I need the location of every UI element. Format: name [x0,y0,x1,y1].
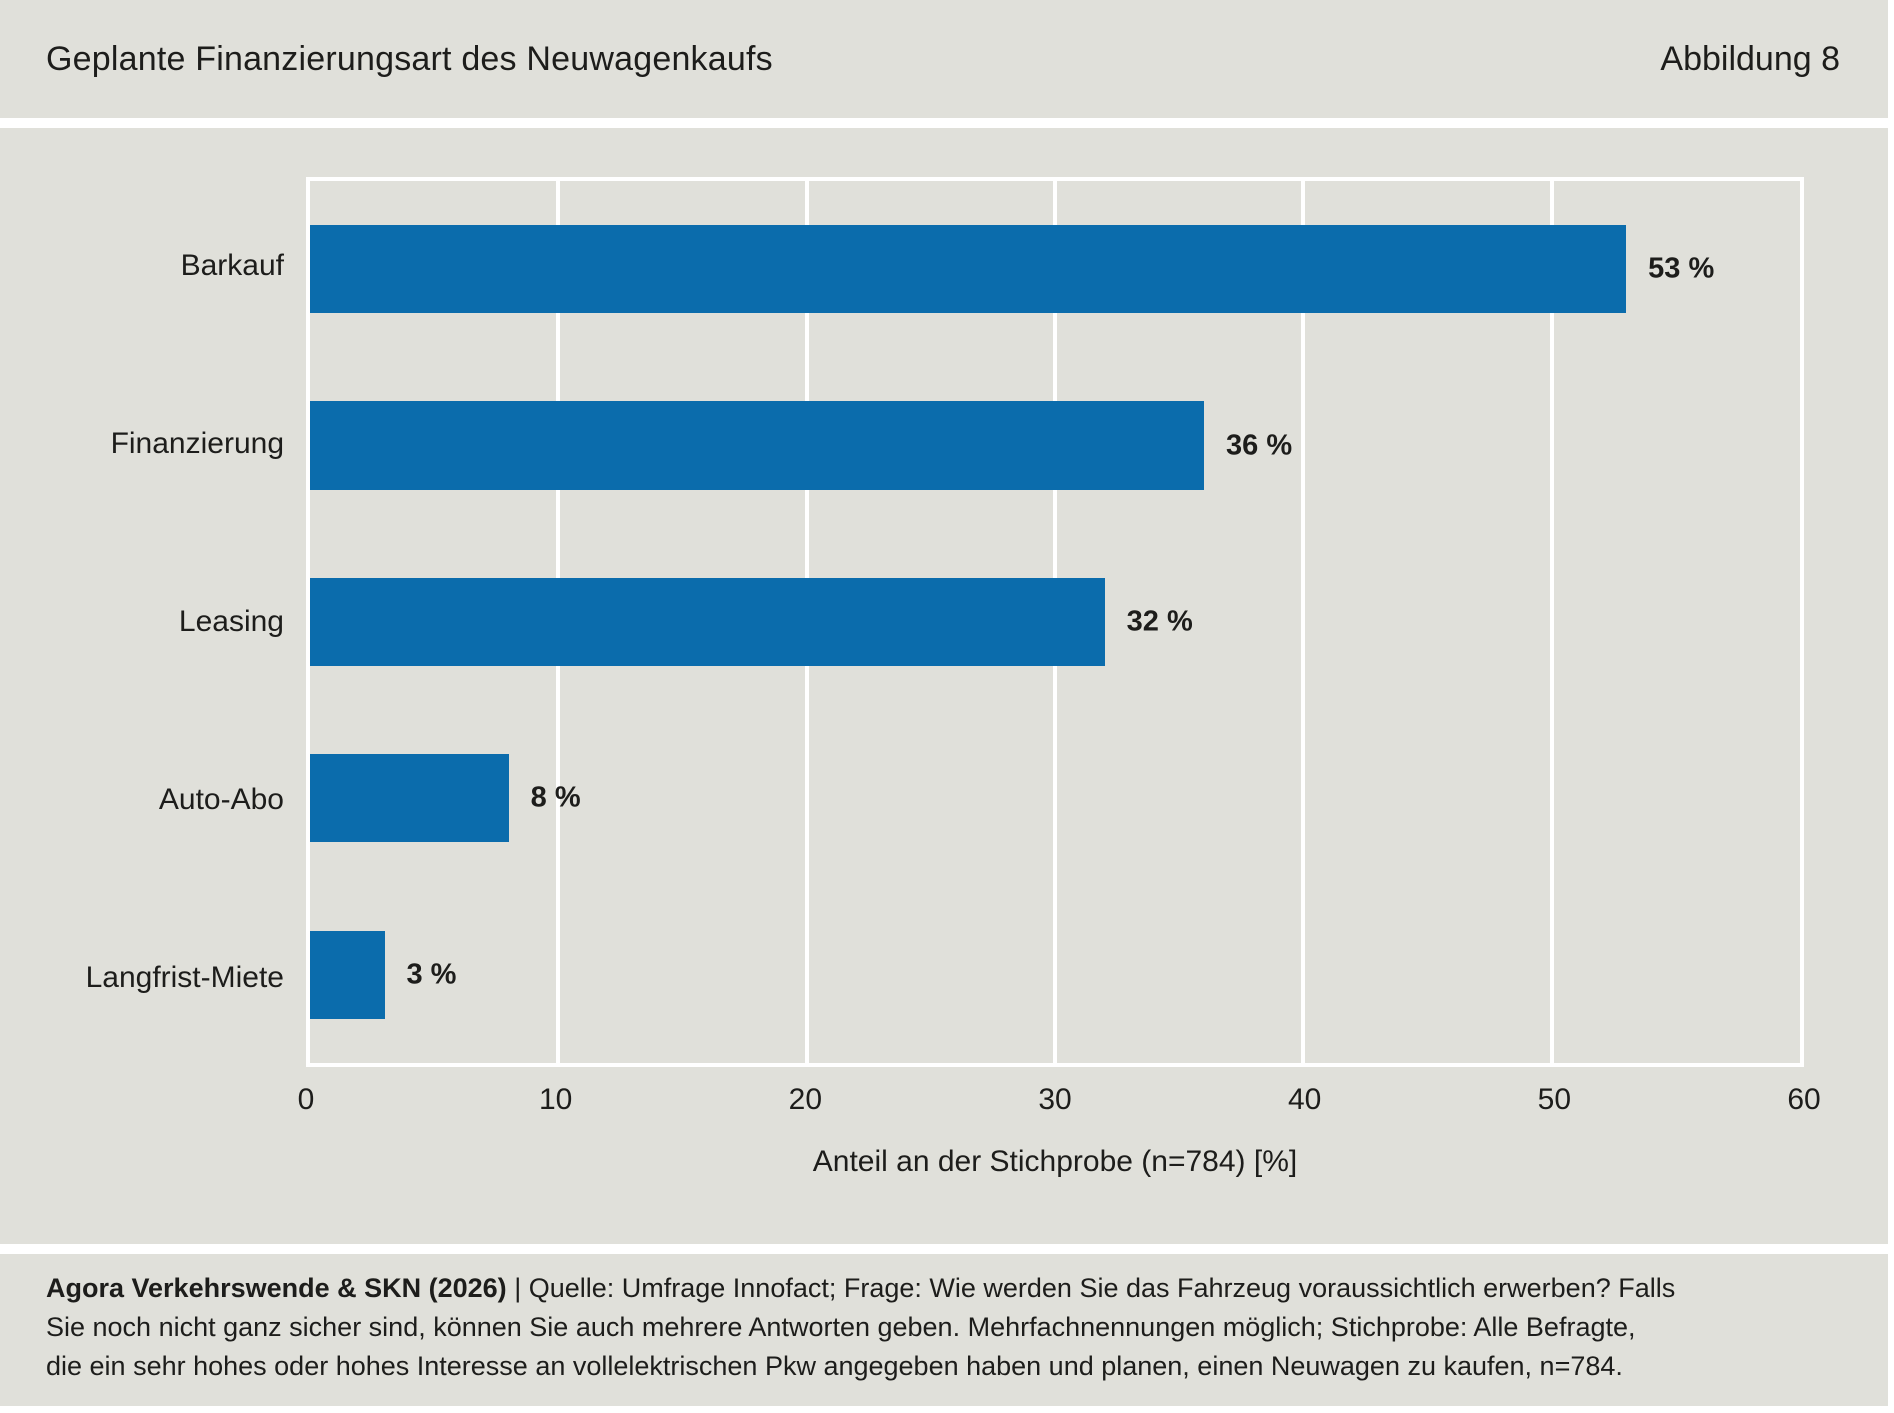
x-tick-labels: 0 10 20 30 40 50 60 [298,1083,1821,1121]
source-line-3: die ein sehr hohes oder hohes Interesse … [46,1351,1623,1381]
category-label-barkauf: Barkauf [180,249,284,282]
bar-row-barkauf: 53 % [310,181,1800,357]
x-tick-label-60: 60 [1787,1083,1821,1116]
category-label-langfrist-miete: Langfrist-Miete [85,961,284,994]
x-axis-title-row: Anteil an der Stichprobe (n=784) [%] [0,1145,1804,1179]
bar-value-label: 32 % [1126,605,1193,638]
category-axis: Barkauf Finanzierung Leasing Auto-Abo La… [0,177,306,1067]
plot-area: 53 % 36 % 32 % 8 % 3 % [306,177,1804,1067]
x-axis-title-spacer [0,1145,306,1179]
category-label-finanzierung: Finanzierung [110,427,284,460]
x-axis-title: Anteil an der Stichprobe (n=784) [%] [812,1145,1298,1178]
bar-row-auto-abo: 8 % [310,710,1800,886]
x-tick-label-30: 30 [1038,1083,1072,1116]
source-line-1: Agora Verkehrswende & SKN (2026) | Quell… [46,1269,1848,1308]
chart-body: Barkauf Finanzierung Leasing Auto-Abo La… [0,177,1804,1067]
chart-band: Barkauf Finanzierung Leasing Auto-Abo La… [0,128,1888,1244]
bar-row-leasing: 32 % [310,534,1800,710]
bar-leasing [310,577,1105,667]
page-title: Geplante Finanzierungsart des Neuwagenka… [46,39,773,78]
bar-value-label: 3 % [406,958,457,991]
gridline-40 [1301,181,1306,1063]
bar-finanzierung [310,401,1204,490]
bar-auto-abo [310,754,509,843]
bar-row-finanzierung: 36 % [310,357,1800,533]
figure-footer: Agora Verkehrswende & SKN (2026) | Quell… [0,1254,1888,1406]
bar-barkauf [310,225,1627,314]
source-attribution: Agora Verkehrswende & SKN (2026) [46,1273,507,1303]
x-tick-label-10: 10 [538,1083,573,1116]
bar-value-label: 36 % [1226,429,1293,462]
category-label-auto-abo: Auto-Abo [158,783,284,816]
x-tick-label-50: 50 [1537,1083,1572,1116]
gridline-50 [1549,181,1554,1063]
bar-row-langfrist-miete: 3 % [310,887,1800,1063]
bar-value-label: 8 % [530,781,581,814]
x-axis-spacer [0,1083,306,1121]
x-axis: 0 10 20 30 40 50 60 [0,1083,1821,1121]
figure-number-label: Abbildung 8 [1660,39,1840,78]
x-tick-label-40: 40 [1287,1083,1322,1116]
x-tick-label-0: 0 [297,1083,315,1116]
figure-header: Geplante Finanzierungsart des Neuwagenka… [0,0,1888,118]
bar-langfrist-miete [310,930,385,1019]
source-line-1-rest: | Quelle: Umfrage Innofact; Frage: Wie w… [506,1273,1676,1303]
x-tick-label-20: 20 [788,1083,823,1116]
bar-value-label: 53 % [1648,252,1715,285]
source-line-2: Sie noch nicht ganz sicher sind, können … [46,1312,1636,1342]
category-label-leasing: Leasing [178,605,284,638]
